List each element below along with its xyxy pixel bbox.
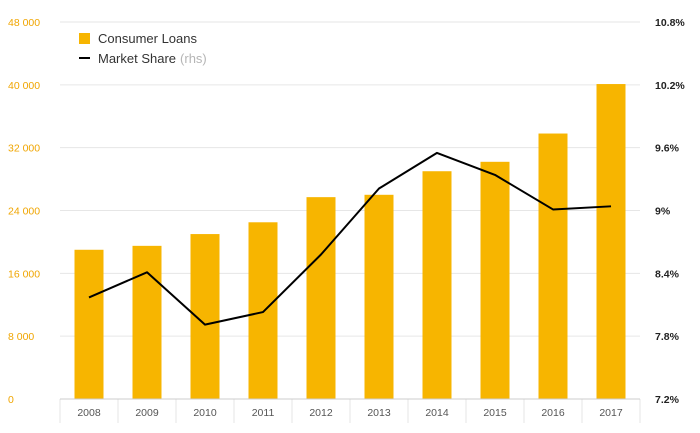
- y-left-tick-label: 0: [8, 394, 14, 406]
- x-tick-label: 2016: [541, 407, 565, 419]
- y-right-tick-label: 9.6%: [655, 143, 680, 155]
- x-tick-label: 2012: [309, 407, 333, 419]
- y-right-tick-label: 9%: [655, 206, 671, 218]
- bar: [248, 222, 278, 399]
- legend-item-consumer-loans: Consumer Loans: [79, 28, 207, 48]
- y-right-tick-label: 7.2%: [655, 394, 680, 406]
- axes: 0 8 000 16 000 24 000 32 000 40 000 48 000 7.2%…: [8, 17, 685, 419]
- legend-label-rhs-note: (rhs): [180, 50, 207, 66]
- x-tick-label: 2017: [599, 407, 623, 419]
- bar: [596, 84, 626, 400]
- bar: [364, 194, 394, 399]
- legend-swatch-line: [79, 57, 90, 59]
- bar: [306, 197, 336, 399]
- x-tick-label: 2015: [483, 407, 507, 419]
- y-left-tick-label: 24 000: [8, 206, 40, 218]
- x-tick-label: 2009: [135, 407, 159, 419]
- y-left-tick-label: 48 000: [8, 17, 40, 29]
- y-left-tick-label: 16 000: [8, 268, 40, 280]
- bar: [132, 245, 162, 399]
- line-series-market-share: [88, 151, 612, 326]
- legend-label-market-share: Market Share: [98, 50, 177, 66]
- x-tick-label: 2011: [252, 407, 275, 419]
- bar: [538, 133, 568, 399]
- y-left-tick-label: 8 000: [8, 331, 34, 343]
- x-tick-label: 2010: [193, 407, 217, 419]
- x-tick-label: 2008: [77, 407, 101, 419]
- y-left-tick-label: 32 000: [8, 143, 40, 155]
- market-share-line: [88, 151, 612, 326]
- legend-swatch-bar: [79, 32, 90, 44]
- x-tick-label: 2013: [367, 407, 391, 419]
- bar-series-consumer-loans: [74, 84, 626, 400]
- legend-item-market-share: Market Share (rhs): [79, 48, 207, 68]
- bar: [74, 249, 104, 399]
- y-right-tick-label: 10.2%: [655, 80, 685, 92]
- y-right-tick-label: 7.8%: [655, 331, 680, 343]
- legend-label-consumer-loans: Consumer Loans: [98, 30, 197, 46]
- bar: [422, 171, 452, 399]
- bar: [480, 161, 510, 399]
- y-left-tick-label: 40 000: [8, 80, 40, 92]
- y-right-tick-label: 10.8%: [655, 17, 685, 29]
- x-tick-label: 2014: [425, 407, 449, 419]
- y-right-tick-label: 8.4%: [655, 268, 680, 280]
- legend: Consumer Loans Market Share (rhs): [79, 28, 207, 68]
